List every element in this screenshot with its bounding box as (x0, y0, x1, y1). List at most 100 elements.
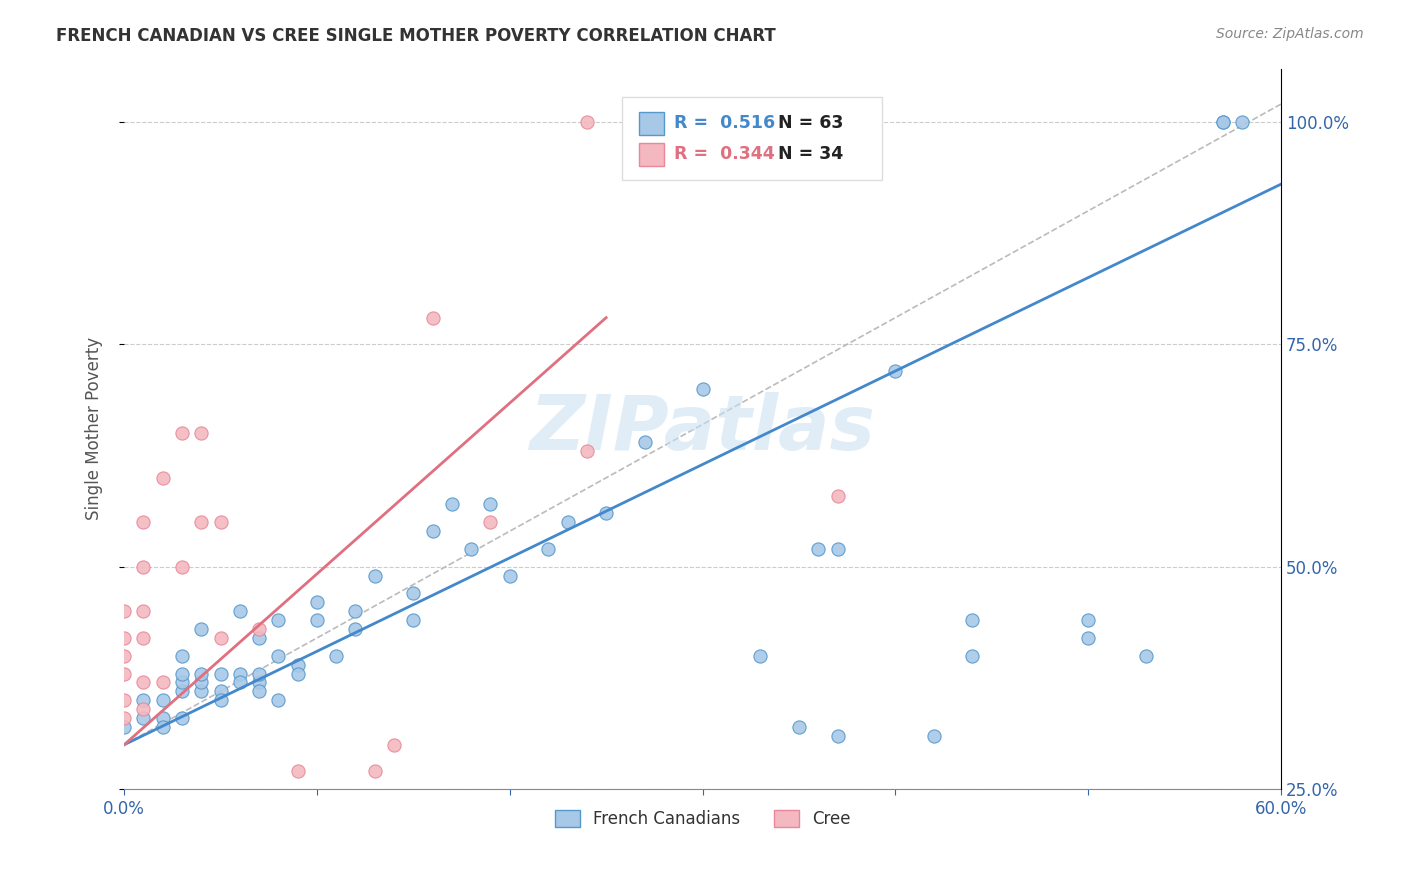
Point (460, 541, 482, 556)
Y-axis label: Single Mother Poverty: Single Mother Poverty (86, 337, 103, 520)
Point (827, 729, 849, 743)
Point (1212, 115, 1234, 129)
Point (364, 568, 387, 582)
Point (1232, 115, 1254, 129)
Text: N = 63: N = 63 (778, 114, 844, 132)
Point (132, 693, 155, 707)
Point (537, 845, 560, 859)
Point (422, 524, 444, 539)
Point (884, 364, 907, 378)
Point (344, 604, 367, 618)
Point (209, 666, 232, 681)
Point (827, 489, 849, 503)
Point (112, 631, 135, 645)
Point (229, 604, 252, 618)
Point (962, 648, 984, 663)
Point (595, 507, 617, 521)
Point (112, 666, 135, 681)
Text: N = 34: N = 34 (778, 145, 844, 163)
Point (247, 631, 270, 645)
Point (1077, 631, 1099, 645)
Point (267, 648, 290, 663)
Point (132, 559, 155, 574)
Point (479, 516, 502, 530)
Point (209, 516, 232, 530)
Point (209, 693, 232, 707)
Point (229, 675, 252, 690)
Point (112, 648, 135, 663)
Point (787, 115, 810, 129)
Point (247, 684, 270, 698)
Point (325, 845, 347, 859)
Point (132, 675, 155, 690)
Point (112, 604, 135, 618)
Point (634, 435, 657, 450)
Point (170, 711, 193, 725)
Bar (638, 143, 665, 166)
Point (152, 471, 174, 485)
Legend: French Canadians, Cree: French Canadians, Cree (548, 804, 858, 835)
Point (152, 693, 174, 707)
Point (479, 498, 502, 512)
Point (305, 613, 328, 627)
Point (170, 559, 193, 574)
Point (1212, 115, 1234, 129)
Point (382, 738, 405, 752)
Text: R =  0.344: R = 0.344 (673, 145, 775, 163)
Point (170, 666, 193, 681)
Point (305, 595, 328, 609)
Point (229, 827, 252, 841)
Point (364, 764, 387, 779)
FancyBboxPatch shape (621, 97, 882, 180)
Point (190, 516, 212, 530)
Point (962, 613, 984, 627)
Point (440, 498, 463, 512)
Text: FRENCH CANADIAN VS CREE SINGLE MOTHER POVERTY CORRELATION CHART: FRENCH CANADIAN VS CREE SINGLE MOTHER PO… (56, 27, 776, 45)
Point (209, 684, 232, 698)
Point (190, 622, 212, 636)
Point (152, 711, 174, 725)
Point (190, 675, 212, 690)
Point (190, 426, 212, 441)
Point (247, 622, 270, 636)
Point (287, 764, 309, 779)
Point (1135, 648, 1157, 663)
Point (152, 720, 174, 734)
Point (190, 666, 212, 681)
Point (170, 648, 193, 663)
Point (247, 675, 270, 690)
Point (922, 729, 945, 743)
Point (287, 666, 309, 681)
Point (112, 693, 135, 707)
Point (152, 675, 174, 690)
Point (557, 516, 579, 530)
Point (170, 675, 193, 690)
Point (132, 516, 155, 530)
Point (190, 684, 212, 698)
Point (267, 693, 290, 707)
Point (1077, 613, 1099, 627)
Point (787, 720, 810, 734)
Point (170, 426, 193, 441)
Bar (638, 112, 665, 135)
Point (692, 382, 714, 396)
Point (749, 648, 772, 663)
Point (402, 586, 425, 600)
Point (344, 622, 367, 636)
Point (325, 648, 347, 663)
Point (267, 613, 290, 627)
Point (807, 541, 830, 556)
Point (229, 666, 252, 681)
Point (132, 604, 155, 618)
Point (827, 541, 849, 556)
Point (827, 115, 849, 129)
Text: Source: ZipAtlas.com: Source: ZipAtlas.com (1216, 27, 1364, 41)
Point (422, 310, 444, 325)
Point (499, 568, 522, 582)
Point (575, 115, 598, 129)
Point (575, 444, 598, 458)
Point (537, 541, 560, 556)
Point (287, 657, 309, 672)
Point (132, 702, 155, 716)
Point (132, 631, 155, 645)
